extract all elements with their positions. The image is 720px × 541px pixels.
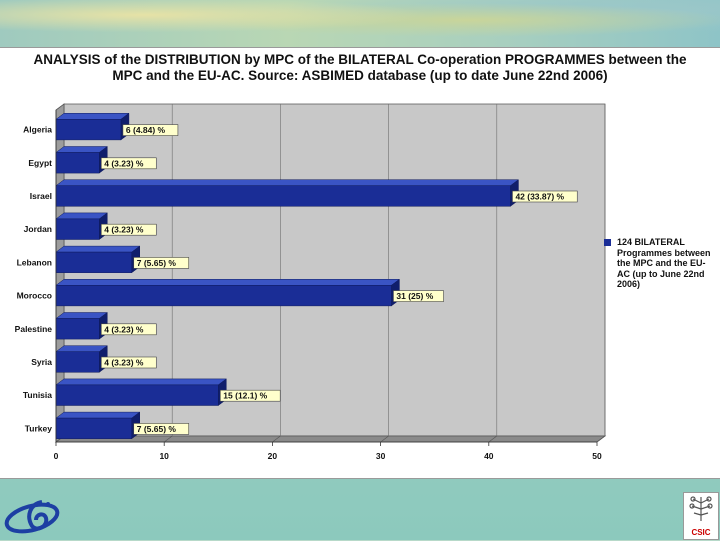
plot-floor [54,435,607,443]
bar-1 [55,152,100,174]
data-label-2: 42 (33.87) % [515,192,564,202]
bar-9 [55,417,132,439]
gridline-floor-4 [488,435,497,443]
header-map-background [0,0,720,50]
x-tick-label-0: 0 [54,451,59,461]
bar-6 [55,318,100,340]
data-label-1: 4 (3.23) % [104,158,144,168]
legend: 124 BILATERAL Programmes between the MPC… [604,237,714,290]
chart-title-line1: ANALYSIS of the DISTRIBUTION by MPC of t… [33,52,687,67]
bar-3 [55,218,100,240]
chart-title: ANALYSIS of the DISTRIBUTION by MPC of t… [0,52,720,84]
category-label-0: Algeria [23,125,52,135]
data-label-9: 7 (5.65) % [137,424,177,434]
csic-logo: CSIC [683,492,719,540]
x-tick-label-1: 10 [159,451,169,461]
legend-label: 124 BILATERAL Programmes between the MPC… [617,237,711,289]
data-label-3: 4 (3.23) % [104,225,144,235]
gridline-floor-1 [164,435,173,443]
bar-4 [55,251,132,273]
data-label-6: 4 (3.23) % [104,324,144,334]
x-tick-label-5: 50 [592,451,602,461]
category-label-8: Tunisia [23,390,52,400]
category-label-2: Israel [30,191,52,201]
gridline-floor-3 [380,435,389,443]
bar-top-3 [55,212,109,220]
data-label-box-3 [100,223,157,236]
gridline-floor-5 [596,435,606,443]
data-label-box-6 [100,323,157,336]
programme-logo [2,496,66,541]
data-label-box-0 [122,124,179,136]
data-label-5: 31 (25) % [396,291,433,301]
data-label-box-7 [100,356,157,369]
gridline-floor-2 [272,435,281,443]
chart-title-line2: MPC and the EU-AC. Source: ASBIMED datab… [112,68,608,83]
bar-top-0 [55,113,130,120]
data-label-0: 6 (4.84) % [126,125,166,135]
bar-top-6 [55,312,109,319]
data-label-box-5 [393,290,444,302]
x-tick-label-2: 20 [268,451,278,461]
data-label-box-4 [133,257,190,269]
bar-2 [55,185,511,207]
legend-swatch [604,239,611,246]
x-tick-label-4: 40 [484,451,494,461]
bar-0 [55,119,122,141]
category-label-1: Egypt [28,158,52,168]
bar-top-4 [55,245,141,253]
data-label-8: 15 (12.1) % [223,391,267,401]
data-label-box-9 [133,423,190,435]
bar-top-8 [55,378,228,386]
csic-text: CSIC [691,528,711,537]
bar-top-2 [55,179,520,186]
bar-5 [55,285,392,307]
category-label-6: Palestine [15,324,53,334]
category-label-9: Turkey [25,423,53,433]
category-label-5: Morocco [17,291,52,301]
category-label-4: Lebanon [17,257,52,267]
data-label-box-8 [220,389,281,402]
data-label-box-1 [100,157,157,170]
bar-top-7 [55,345,109,352]
x-tick-label-3: 30 [376,451,386,461]
data-label-7: 4 (3.23) % [104,358,144,368]
data-label-box-2 [512,190,578,203]
bar-top-9 [55,411,141,419]
bar-top-5 [55,279,401,286]
bar-8 [55,384,219,406]
data-label-4: 7 (5.65) % [137,258,177,268]
category-label-3: Jordan [24,224,52,234]
bar-7 [55,351,100,373]
category-label-7: Syria [31,357,52,367]
bar-top-1 [55,146,109,153]
